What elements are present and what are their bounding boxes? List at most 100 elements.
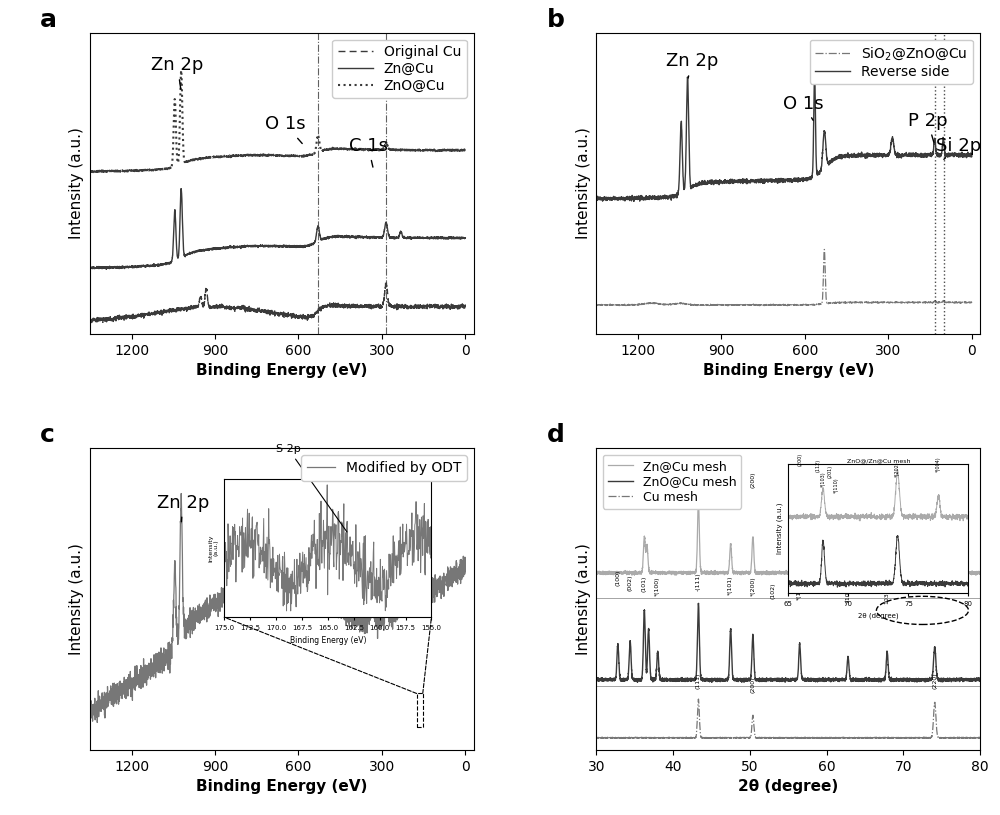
Zn@Cu mesh [821,568,833,578]
Original Cu [380,278,392,288]
Zn@Cu [70,262,82,272]
SiO$_2$@ZnO@Cu [726,300,738,310]
Original Cu [410,303,422,313]
Y-axis label: Intensity (a.u.): Intensity (a.u.) [576,543,591,655]
Text: Zn 2p: Zn 2p [157,494,209,522]
ZnO@Cu [452,145,464,155]
Text: (200): (200) [750,677,755,694]
Line: SiO$_2$@ZnO@Cu: SiO$_2$@ZnO@Cu [582,249,972,306]
Reverse side [966,152,978,161]
SiO$_2$@ZnO@Cu [743,300,755,310]
Zn@Cu [452,232,464,242]
Text: (220): (220) [932,672,937,689]
Reverse side [579,196,591,206]
ZnO@Cu [115,166,127,176]
Text: (102): (102) [770,583,775,599]
Cu mesh [877,733,889,742]
Modified by ODT [452,564,464,574]
Text: (100): (100) [615,570,620,587]
Legend: Modified by ODT: Modified by ODT [301,456,467,481]
X-axis label: Binding Energy (eV): Binding Energy (eV) [196,779,367,794]
X-axis label: Binding Energy (eV): Binding Energy (eV) [703,363,874,378]
Zn@Cu [236,241,248,251]
ZnO@Cu mesh [974,675,986,685]
Original Cu [70,316,82,326]
Text: -(111): -(111) [696,572,701,591]
Original Cu [236,303,248,313]
Line: Cu mesh: Cu mesh [596,699,980,738]
ZnO@Cu mesh [906,676,918,685]
Reverse side [916,152,928,161]
Zn@Cu mesh [660,568,672,578]
Text: (002): (002) [642,459,647,475]
Zn@Cu [175,183,187,193]
Text: (002): (002) [628,575,633,591]
Reverse side [809,70,821,80]
Legend: Zn@Cu mesh, ZnO@Cu mesh, Cu mesh: Zn@Cu mesh, ZnO@Cu mesh, Cu mesh [603,455,741,509]
ZnO@Cu [175,65,187,75]
Modified by ODT [70,709,82,719]
Text: (100): (100) [648,467,653,483]
Zn@Cu mesh [590,568,602,578]
ZnO@Cu mesh [632,677,644,687]
Original Cu [452,304,464,314]
Zn@Cu mesh [974,568,986,578]
Zn@Cu mesh [692,497,704,507]
Text: d: d [547,424,564,447]
Text: C 1s: C 1s [349,137,388,167]
Cu mesh [906,733,918,742]
Text: Si 2p: Si 2p [936,137,981,160]
Zn@Cu mesh [877,570,889,579]
Text: *(101): *(101) [728,575,733,595]
Y-axis label: Intensity (a.u.): Intensity (a.u.) [69,127,84,240]
ZnO@Cu [220,152,232,161]
Text: *(102): *(102) [797,580,802,600]
ZnO@Cu mesh [877,675,889,685]
Line: Original Cu: Original Cu [76,283,465,324]
Text: 110: 110 [846,591,851,602]
X-axis label: Binding Energy (eV): Binding Energy (eV) [196,363,367,378]
Modified by ODT [459,563,471,573]
Reverse side [644,194,656,204]
Text: a: a [40,7,57,32]
ZnO@Cu [236,152,248,161]
Text: O 1s: O 1s [265,116,306,143]
Zn@Cu mesh [737,567,749,577]
Text: *: * [696,487,701,496]
Text: b: b [547,7,564,32]
SiO$_2$@ZnO@Cu [958,297,970,307]
Text: c: c [40,424,55,447]
ZnO@Cu [70,166,82,176]
Zn@Cu [459,233,471,243]
Y-axis label: Intensity (a.u.): Intensity (a.u.) [69,543,84,655]
ZnO@Cu mesh [840,673,852,683]
X-axis label: 2θ (degree): 2θ (degree) [738,779,838,794]
Modified by ODT [138,672,150,682]
Cu mesh [821,733,833,742]
Text: (103): (103) [885,480,890,497]
SiO$_2$@ZnO@Cu [818,244,830,254]
Zn@Cu mesh [906,566,918,576]
Zn@Cu [115,262,127,272]
Original Cu [74,319,86,328]
Text: Zn 2p: Zn 2p [666,52,718,77]
Line: Reverse side: Reverse side [582,75,972,201]
Text: (101): (101) [728,467,733,483]
Modified by ODT [236,575,248,585]
Text: P 2p: P 2p [908,112,947,143]
Modified by ODT [115,686,127,696]
Zn@Cu [138,261,150,271]
Original Cu [138,313,150,323]
Reverse side [743,177,755,187]
Modified by ODT [220,588,232,597]
ZnO@Cu [410,145,422,155]
Cu mesh [590,733,602,742]
Line: ZnO@Cu: ZnO@Cu [76,70,465,173]
Modified by ODT [410,601,422,610]
SiO$_2$@ZnO@Cu [621,300,633,310]
Cu mesh [693,694,705,704]
ZnO@Cu [84,168,96,178]
Cu mesh [660,733,672,742]
Text: (111): (111) [696,459,701,475]
Modified by ODT [175,489,187,499]
